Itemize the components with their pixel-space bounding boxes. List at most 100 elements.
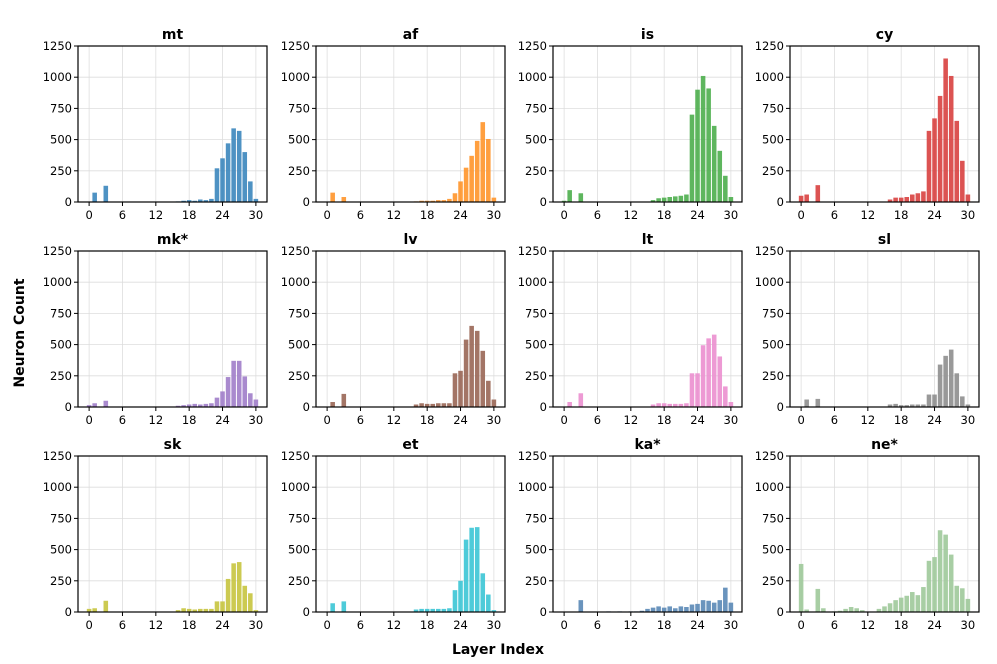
bar [452,373,458,407]
bar [86,405,92,407]
bar [441,403,447,407]
bar [480,350,486,407]
bar [882,606,887,612]
x-tick-label: 30 [487,208,502,222]
bar [717,356,723,407]
bar [910,194,915,202]
bar [203,200,209,202]
bar [798,563,804,612]
bar [815,185,821,202]
plot-frame [789,250,980,408]
x-tick-label: 18 [182,413,197,427]
y-tick-label: 1250 [43,39,72,53]
bar [198,199,203,202]
y-tick-label: 750 [50,306,72,320]
bar [578,600,584,612]
bar [92,192,97,202]
bar [203,403,209,407]
x-tick-label: 24 [690,208,705,222]
x-tick-label: 18 [420,208,435,222]
x-tick-label: 18 [657,413,672,427]
bar [937,95,943,202]
bar [413,609,419,612]
x-tick-label: 6 [831,413,838,427]
bar [711,334,717,407]
bar [700,600,706,612]
bar [915,404,921,407]
bar [330,402,335,407]
bar [92,403,97,407]
y-tick-label: 500 [50,543,72,557]
x-tick-label: 0 [323,208,330,222]
y-tick-label: 1000 [43,70,72,84]
y-tick-label: 0 [65,605,72,619]
y-tick-label: 0 [303,195,310,209]
bar [474,527,480,612]
y-tick-label: 0 [540,400,547,414]
bar [937,530,943,612]
y-tick-label: 500 [525,338,547,352]
x-tick-label: 24 [927,413,942,427]
x-tick-label: 0 [85,208,92,222]
x-tick-label: 30 [961,208,976,222]
bar [220,391,225,407]
bar [667,197,673,202]
bar [458,181,463,202]
x-tick-label: 0 [85,618,92,632]
subplot-sk: 0 250 500 750 1000 1250 0 6 12 18 24 30 sk [43,437,268,632]
bar [463,539,469,612]
x-tick-label: 18 [182,618,197,632]
bar [341,601,347,612]
y-tick-label: 0 [777,605,784,619]
y-tick-label: 250 [50,164,72,178]
subplot-et: 0 250 500 750 1000 1250 0 6 12 18 24 30 et [281,437,506,632]
bar [960,160,965,202]
x-tick-label: 30 [961,618,976,632]
bar [486,594,491,612]
bar [491,399,497,407]
bar [932,394,937,407]
bar [960,396,965,407]
x-tick-label: 0 [560,618,567,632]
plot-frame [789,45,980,203]
bar [848,607,854,612]
plot-frame [315,250,506,408]
bar [656,403,661,407]
bar [859,610,865,612]
bar [656,606,661,612]
bar [678,195,684,202]
y-tick-label: 250 [762,369,784,383]
bar [904,595,910,612]
y-tick-label: 1000 [43,275,72,289]
bar [486,380,491,407]
bar [561,200,567,202]
bar [424,608,430,612]
y-tick-label: 250 [525,369,547,383]
x-tick-label: 18 [420,413,435,427]
subplot-title: ka* [634,437,661,453]
bar [491,610,497,612]
bar [804,609,809,612]
x-tick-label: 0 [560,208,567,222]
subplot-ka-star: 0 250 500 750 1000 1250 0 6 12 18 24 30 ka* [518,437,743,632]
bar [904,405,910,407]
y-tick-label: 1250 [43,244,72,258]
bar [926,560,932,612]
bar [645,608,650,612]
bar [242,376,248,407]
bar [92,608,97,612]
y-tick-label: 500 [525,543,547,557]
bar [898,405,904,407]
bar [678,606,684,612]
y-tick-label: 500 [525,133,547,147]
bar [567,402,572,407]
y-tick-label: 750 [288,306,310,320]
bar [684,403,689,407]
bar [706,338,711,407]
subplot-title: lv [404,232,418,248]
bar [236,562,242,612]
bar [578,193,584,202]
bar [225,143,231,202]
x-tick-label: 18 [894,618,909,632]
bar [447,403,452,407]
